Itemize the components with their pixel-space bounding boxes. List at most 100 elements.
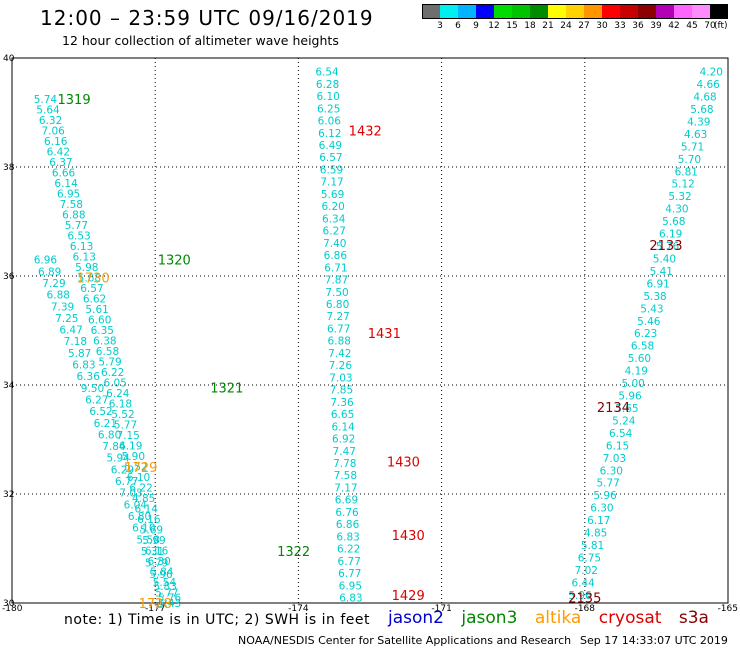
wave-height-point: 6.75 [578, 552, 601, 564]
colorbar-swatch [512, 4, 530, 19]
wave-height-point: 6.54 [609, 428, 633, 440]
colorbar-swatch [602, 4, 620, 19]
wave-height-point: 6.27 [323, 226, 346, 238]
wave-height-point: 6.42 [47, 146, 70, 158]
x-tick-label: -171 [431, 604, 451, 614]
wave-height-point: 7.84 [102, 441, 126, 453]
legend-jason2: jason2 [388, 608, 444, 628]
wave-height-point: 7.58 [334, 470, 357, 482]
pass-time-label: 2133 [649, 239, 682, 254]
colorbar-swatch [422, 4, 440, 19]
wave-height-point: 7.29 [42, 278, 65, 290]
wave-height-point: 5.77 [114, 419, 137, 431]
pass-time-label: 1728 [139, 597, 172, 612]
wave-height-point: 7.58 [60, 199, 83, 211]
wave-height-point: 6.77 [338, 568, 361, 580]
y-tick-label: 40 [3, 54, 15, 64]
wave-height-point: 6.16 [44, 136, 68, 148]
wave-height-point: 5.24 [612, 415, 636, 427]
wave-height-point: 5.69 [321, 189, 344, 201]
colorbar-swatch [620, 4, 638, 19]
colorbar-tick-label: 6 [455, 21, 461, 31]
wave-height-point: 5.60 [628, 353, 651, 365]
wave-height-point: 7.26 [329, 360, 353, 372]
wave-height-point: 6.25 [317, 103, 340, 115]
wave-height-point: 7.25 [55, 313, 78, 325]
wave-height-point: 6.22 [101, 367, 124, 379]
wave-height-point: 6.32 [39, 115, 62, 127]
wave-height-point: 6.30 [600, 465, 623, 477]
wave-height-point: 5.96 [568, 590, 592, 602]
wave-height-point: 6.14 [331, 421, 355, 433]
wave-height-point: 4.39 [687, 116, 710, 128]
wave-height-point: 7.18 [64, 336, 87, 348]
wave-height-point: 5.52 [111, 409, 134, 421]
wave-height-point: 6.60 [88, 314, 111, 326]
wave-height-point: 5.79 [145, 558, 168, 570]
wave-height-point: 7.06 [41, 125, 65, 137]
wave-height-point: 6.29 [111, 464, 134, 476]
wave-height-point: 5.64 [36, 104, 60, 116]
colorbar-swatch [674, 4, 692, 19]
wave-height-point: 6.86 [336, 519, 360, 531]
wave-height-point: 6.15 [606, 440, 629, 452]
wave-height-point: 5.77 [65, 220, 88, 232]
wave-height-point: 5.65 [615, 403, 638, 415]
wave-height-point: 5.96 [593, 490, 617, 502]
pass-time-label: 1320 [158, 254, 191, 269]
wave-height-point: 6.38 [93, 335, 116, 347]
wave-height-point: 6.57 [80, 283, 103, 295]
wave-height-point: 6.95 [339, 580, 362, 592]
pass-time-label: 1429 [392, 589, 425, 604]
wave-height-point: 6.13 [70, 241, 93, 253]
colorbar-tick-label: 12 [488, 21, 500, 31]
wave-height-point: 7.15 [116, 430, 139, 442]
wave-height-point: 6.18 [109, 398, 132, 410]
wave-height-point: 5.96 [149, 569, 173, 581]
wave-height-point: 6.59 [320, 164, 343, 176]
pass-time-label: 1321 [210, 382, 243, 397]
x-tick-label: -174 [288, 604, 309, 614]
wave-height-point: 6.53 [67, 230, 90, 242]
colorbar-tick-label: 3 [437, 21, 443, 31]
wave-height-point: 6.62 [83, 293, 106, 305]
wave-height-point: 6.16 [137, 514, 161, 526]
wave-height-point: 5.68 [690, 104, 713, 116]
wave-height-point: 5.12 [671, 179, 694, 191]
wave-height-point: 6.58 [96, 346, 119, 358]
wave-height-point: 5.69 [140, 524, 163, 536]
wave-height-point: 6.77 [115, 476, 138, 488]
wave-height-point: 5.43 [640, 303, 663, 315]
wave-height-point: 4.30 [665, 204, 688, 216]
wave-height-point: 6.34 [322, 213, 346, 225]
y-tick-label: 34 [3, 381, 15, 391]
wave-height-point: 5.54 [153, 577, 177, 589]
colorbar-swatch [530, 4, 548, 19]
wave-height-point: 6.17 [587, 515, 610, 527]
wave-height-point: 6.12 [318, 128, 341, 140]
wave-height-point: 5.79 [98, 356, 121, 368]
wave-height-point: 6.14 [135, 503, 159, 515]
wave-height-point: 7.85 [330, 385, 353, 397]
wave-height-point: 5.77 [155, 587, 178, 599]
wave-height-point: 5.76 [656, 241, 680, 253]
wave-height-point: 5.43 [158, 598, 181, 610]
wave-height-point: 4.63 [684, 129, 707, 141]
wave-height-point: 4.85 [584, 528, 607, 540]
wave-height-point: 6.13 [73, 251, 96, 263]
colorbar-tick-label: 33 [614, 21, 626, 31]
colorbar-tick-label: 9 [473, 21, 479, 31]
wave-height-point: 5.31 [141, 546, 164, 558]
wave-height-point: 7.50 [325, 287, 348, 299]
wave-height-point: 6.22 [337, 544, 360, 556]
wave-height-point: 6.27 [85, 394, 108, 406]
colorbar-swatch [458, 4, 476, 19]
colorbar-swatch [584, 4, 602, 19]
wave-height-point: 6.81 [675, 166, 698, 178]
wave-height-point: 5.00 [621, 378, 644, 390]
pass-time-label: 2134 [597, 401, 630, 416]
wave-height-point: 5.38 [643, 291, 666, 303]
colorbar-swatch [548, 4, 566, 19]
wave-height-colorbar: 3 6 9 12 15 18 21 24 27 30 33 36 39 42 45 70 (ft) [0, 0, 740, 40]
wave-height-point: 6.66 [52, 167, 76, 179]
